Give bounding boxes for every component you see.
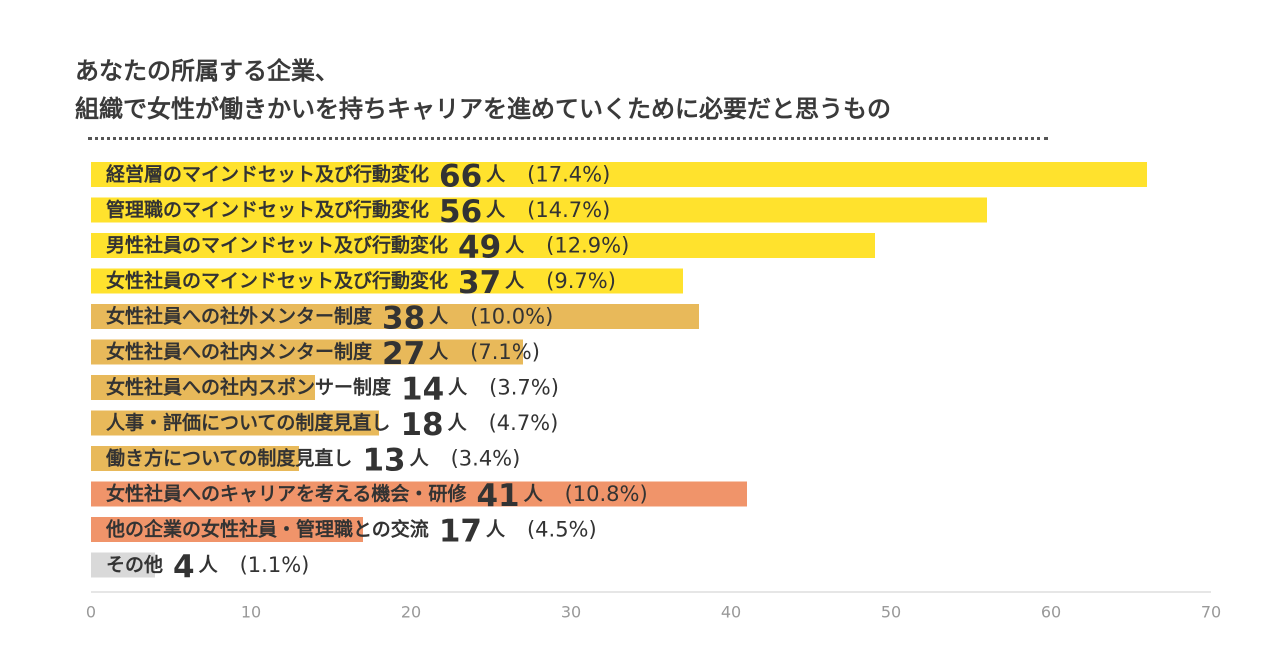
bar-category-label: 他の企業の女性社員・管理職との交流 [105, 518, 429, 541]
bar-5 [91, 304, 699, 329]
bar-10 [91, 481, 747, 507]
bar-value-label: 56 [439, 194, 482, 230]
bar-category-label: その他 [106, 553, 163, 576]
bar-value-label: 49 [458, 230, 501, 266]
bar-percent-label: (10.8%) [565, 482, 648, 506]
bar-value-label: 14 [401, 372, 444, 408]
bar-9 [91, 446, 299, 471]
bar-category-label: 管理職のマインドセット及び行動変化 [106, 198, 429, 221]
bar-value-label: 27 [382, 336, 425, 372]
bar-value-label: 41 [476, 478, 519, 514]
bar-unit-label: 人 [505, 270, 525, 292]
x-tick-label: 40 [721, 603, 741, 622]
bar-3 [91, 233, 875, 258]
bar-value-label: 18 [400, 407, 443, 443]
bar-4 [91, 268, 683, 294]
bar-percent-label: (14.7%) [527, 198, 610, 222]
bar-percent-label: (12.9%) [546, 234, 629, 258]
bar-percent-label: (10.0%) [470, 305, 553, 329]
x-tick-label: 50 [881, 603, 901, 622]
bar-percent-label: (9.7%) [546, 269, 616, 293]
bar-value-label: 37 [458, 265, 501, 301]
bar-value-label: 13 [362, 443, 405, 479]
bar-unit-label: 人 [486, 519, 506, 541]
bar-1 [91, 162, 1147, 187]
bar-2 [91, 197, 987, 223]
bar-percent-label: (1.1%) [240, 553, 310, 577]
bar-unit-label: 人 [199, 554, 219, 576]
bar-unit-label: 人 [486, 164, 506, 186]
bar-11 [91, 517, 363, 542]
bar-8 [91, 410, 379, 436]
bar-category-label: 女性社員へのキャリアを考える機会・研修 [106, 482, 467, 505]
chart-title-line-1: あなたの所属する企業、 [75, 57, 339, 85]
bar-unit-label: 人 [429, 306, 449, 328]
bar-unit-label: 人 [429, 341, 449, 363]
bar-unit-label: 人 [448, 377, 468, 399]
x-tick-label: 60 [1041, 603, 1061, 622]
bar-percent-label: (7.1%) [470, 340, 540, 364]
bar-value-label: 4 [173, 549, 195, 585]
chart-title: あなたの所属する企業、 組織で女性が働きかいを持ちキャリアを進めていくために必要… [75, 52, 1175, 128]
bar-6 [91, 339, 523, 365]
bar-unit-label: 人 [448, 412, 468, 434]
bar-percent-label: (3.4%) [451, 447, 521, 471]
bar-value-label: 38 [382, 301, 425, 337]
bar-value-label: 66 [439, 159, 482, 195]
bar-unit-label: 人 [410, 448, 430, 470]
bar-unit-label: 人 [505, 235, 525, 257]
title-divider [88, 137, 1048, 140]
x-tick-label: 70 [1201, 603, 1221, 622]
x-tick-label: 20 [401, 603, 421, 622]
bar-unit-label: 人 [524, 483, 544, 505]
x-tick-label: 30 [561, 603, 581, 622]
bar-percent-label: (17.4%) [527, 163, 610, 187]
bar-category-label: 経営層のマインドセット及び行動変化 [106, 163, 429, 186]
chart-title-line-2: 組織で女性が働きかいを持ちキャリアを進めていくために必要だと思うもの [75, 95, 891, 123]
bar-unit-label: 人 [486, 199, 506, 221]
bar-category-label: 女性社員への社内メンター制度 [106, 340, 373, 363]
bar-7 [91, 375, 315, 400]
bar-percent-label: (4.7%) [489, 411, 559, 435]
x-tick-label: 0 [86, 603, 96, 622]
bar-category-label: 女性社員への社外メンター制度 [106, 305, 373, 328]
bar-percent-label: (3.7%) [489, 376, 559, 400]
bar-12 [91, 552, 155, 578]
bar-category-label: 女性社員のマインドセット及び行動変化 [106, 269, 448, 292]
bar-category-label: 女性社員への社内スポンサー制度 [106, 376, 392, 399]
x-tick-label: 10 [241, 603, 261, 622]
bar-value-label: 17 [439, 514, 482, 550]
bar-category-label: 人事・評価についての制度見直し [106, 411, 390, 434]
bar-percent-label: (4.5%) [527, 518, 597, 542]
bar-category-label: 働き方についての制度見直し [105, 447, 352, 470]
bar-category-label: 男性社員のマインドセット及び行動変化 [106, 234, 448, 257]
